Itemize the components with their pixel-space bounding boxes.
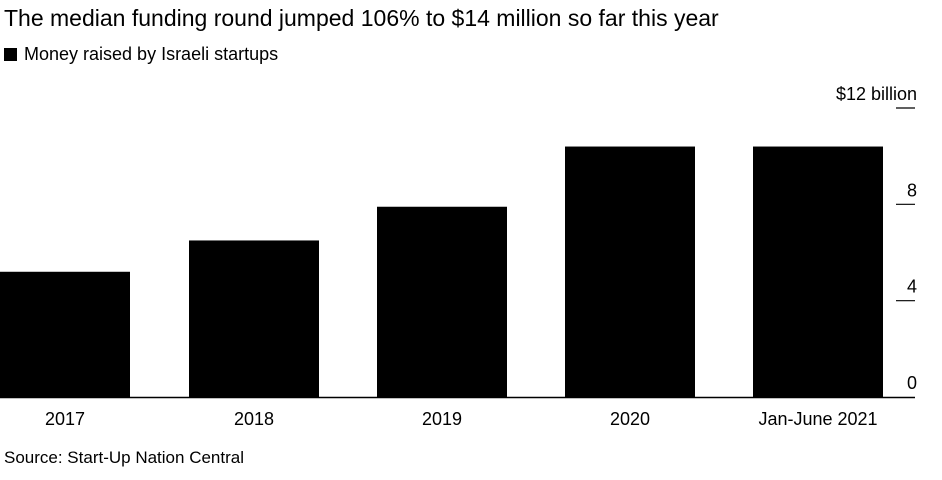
chart-title: The median funding round jumped 106% to … [4, 5, 719, 31]
x-tick-label: 2017 [45, 409, 85, 429]
bar-2018 [189, 240, 319, 397]
legend: Money raised by Israeli startups [4, 42, 278, 66]
source-note: Source: Start-Up Nation Central [4, 448, 244, 467]
y-tick-label: 0 [907, 373, 917, 393]
bar-2020 [565, 146, 695, 397]
x-tick-label: Jan-June 2021 [758, 409, 877, 429]
y-tick-label: $12 billion [836, 84, 917, 104]
y-tick-label: 8 [907, 180, 917, 200]
bar-2019 [377, 206, 507, 397]
x-tick-label: 2018 [234, 409, 274, 429]
legend-swatch [4, 47, 17, 61]
x-tick-label: 2020 [610, 409, 650, 429]
bar-jan-june-2021 [753, 146, 883, 397]
bar-2017 [0, 271, 130, 397]
x-tick-label: 2019 [422, 409, 462, 429]
legend-label: Money raised by Israeli startups [24, 44, 279, 64]
y-tick-label: 4 [907, 277, 917, 297]
